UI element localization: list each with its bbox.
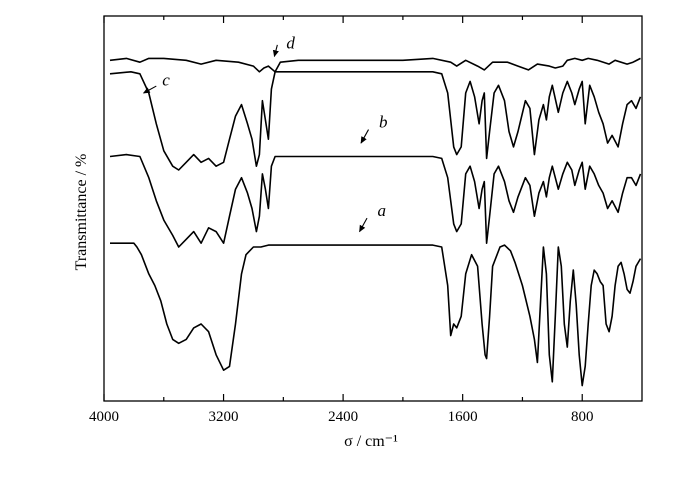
x-tick-label: 3200 bbox=[209, 409, 239, 425]
axes bbox=[103, 15, 643, 402]
x-tick-label: 2400 bbox=[328, 409, 358, 425]
x-tick-label: 4000 bbox=[89, 409, 119, 425]
plot-area bbox=[109, 57, 642, 387]
annotation-arrow-c bbox=[142, 85, 157, 94]
annotation-arrow-a bbox=[359, 217, 368, 233]
annotation-arrow-d bbox=[272, 44, 279, 58]
x-axis-label: σ / cm⁻¹ bbox=[344, 433, 398, 450]
spectrum-curve-c bbox=[109, 71, 642, 171]
plot-frame bbox=[103, 15, 643, 402]
curve-label-a: a bbox=[377, 201, 386, 220]
curve-label-b: b bbox=[379, 113, 388, 132]
x-tick-label: 1600 bbox=[448, 409, 478, 425]
spectrum-curve-a bbox=[110, 242, 642, 387]
x-tick-label: 800 bbox=[571, 409, 594, 425]
spectrum-curve-b bbox=[109, 153, 642, 248]
spectrum-curve-d bbox=[109, 57, 641, 73]
y-axis-label: Transmittance / % bbox=[73, 154, 90, 271]
annotation-arrow-b bbox=[360, 129, 369, 144]
curve-label-d: d bbox=[286, 34, 295, 53]
curve-label-c: c bbox=[162, 70, 170, 89]
labels: σ / cm⁻¹ Transmittance / % 4000 3200 2400 1… bbox=[73, 34, 593, 450]
